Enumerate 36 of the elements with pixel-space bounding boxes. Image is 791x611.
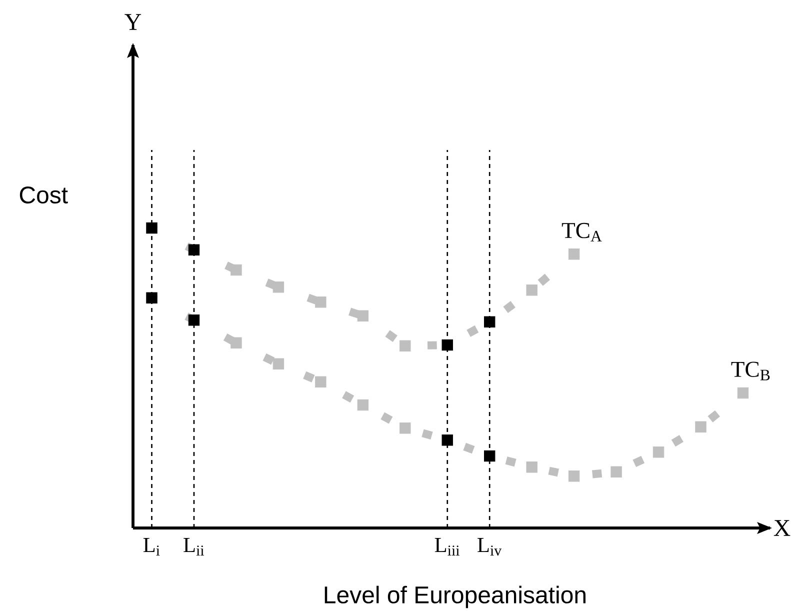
x-tick-label: L$_{i}$ [143,538,160,556]
point [230,264,242,276]
point [230,337,242,348]
x-tick-label: L$_{iv}$ [478,538,502,556]
point [568,248,580,260]
point [737,387,749,399]
series-label: TC$_{B}$ [731,362,770,380]
point [188,314,200,326]
point [484,316,496,328]
y-axis-title: Cost [20,186,68,204]
point [568,470,580,482]
point [315,296,326,308]
point [272,281,284,293]
x-axis-title: Level of Europeanisation [324,586,586,608]
point [442,339,453,351]
point [526,461,538,473]
point [146,222,158,234]
point [272,358,284,370]
x-tick-label: L$_{iii}$ [434,538,460,556]
x-tick-label: L$_{ii}$ [184,538,204,556]
point [442,434,453,446]
point [610,466,622,478]
point [695,421,706,433]
point [188,244,200,256]
point [315,376,326,388]
point [484,450,496,462]
series-label: TC$_{A}$ [562,222,602,242]
point [357,310,369,322]
point [357,399,369,411]
point [400,422,411,434]
text: X [774,520,790,536]
point [526,284,538,296]
text: Y [124,14,142,30]
point [652,446,664,458]
point [400,340,411,352]
point [146,292,158,304]
